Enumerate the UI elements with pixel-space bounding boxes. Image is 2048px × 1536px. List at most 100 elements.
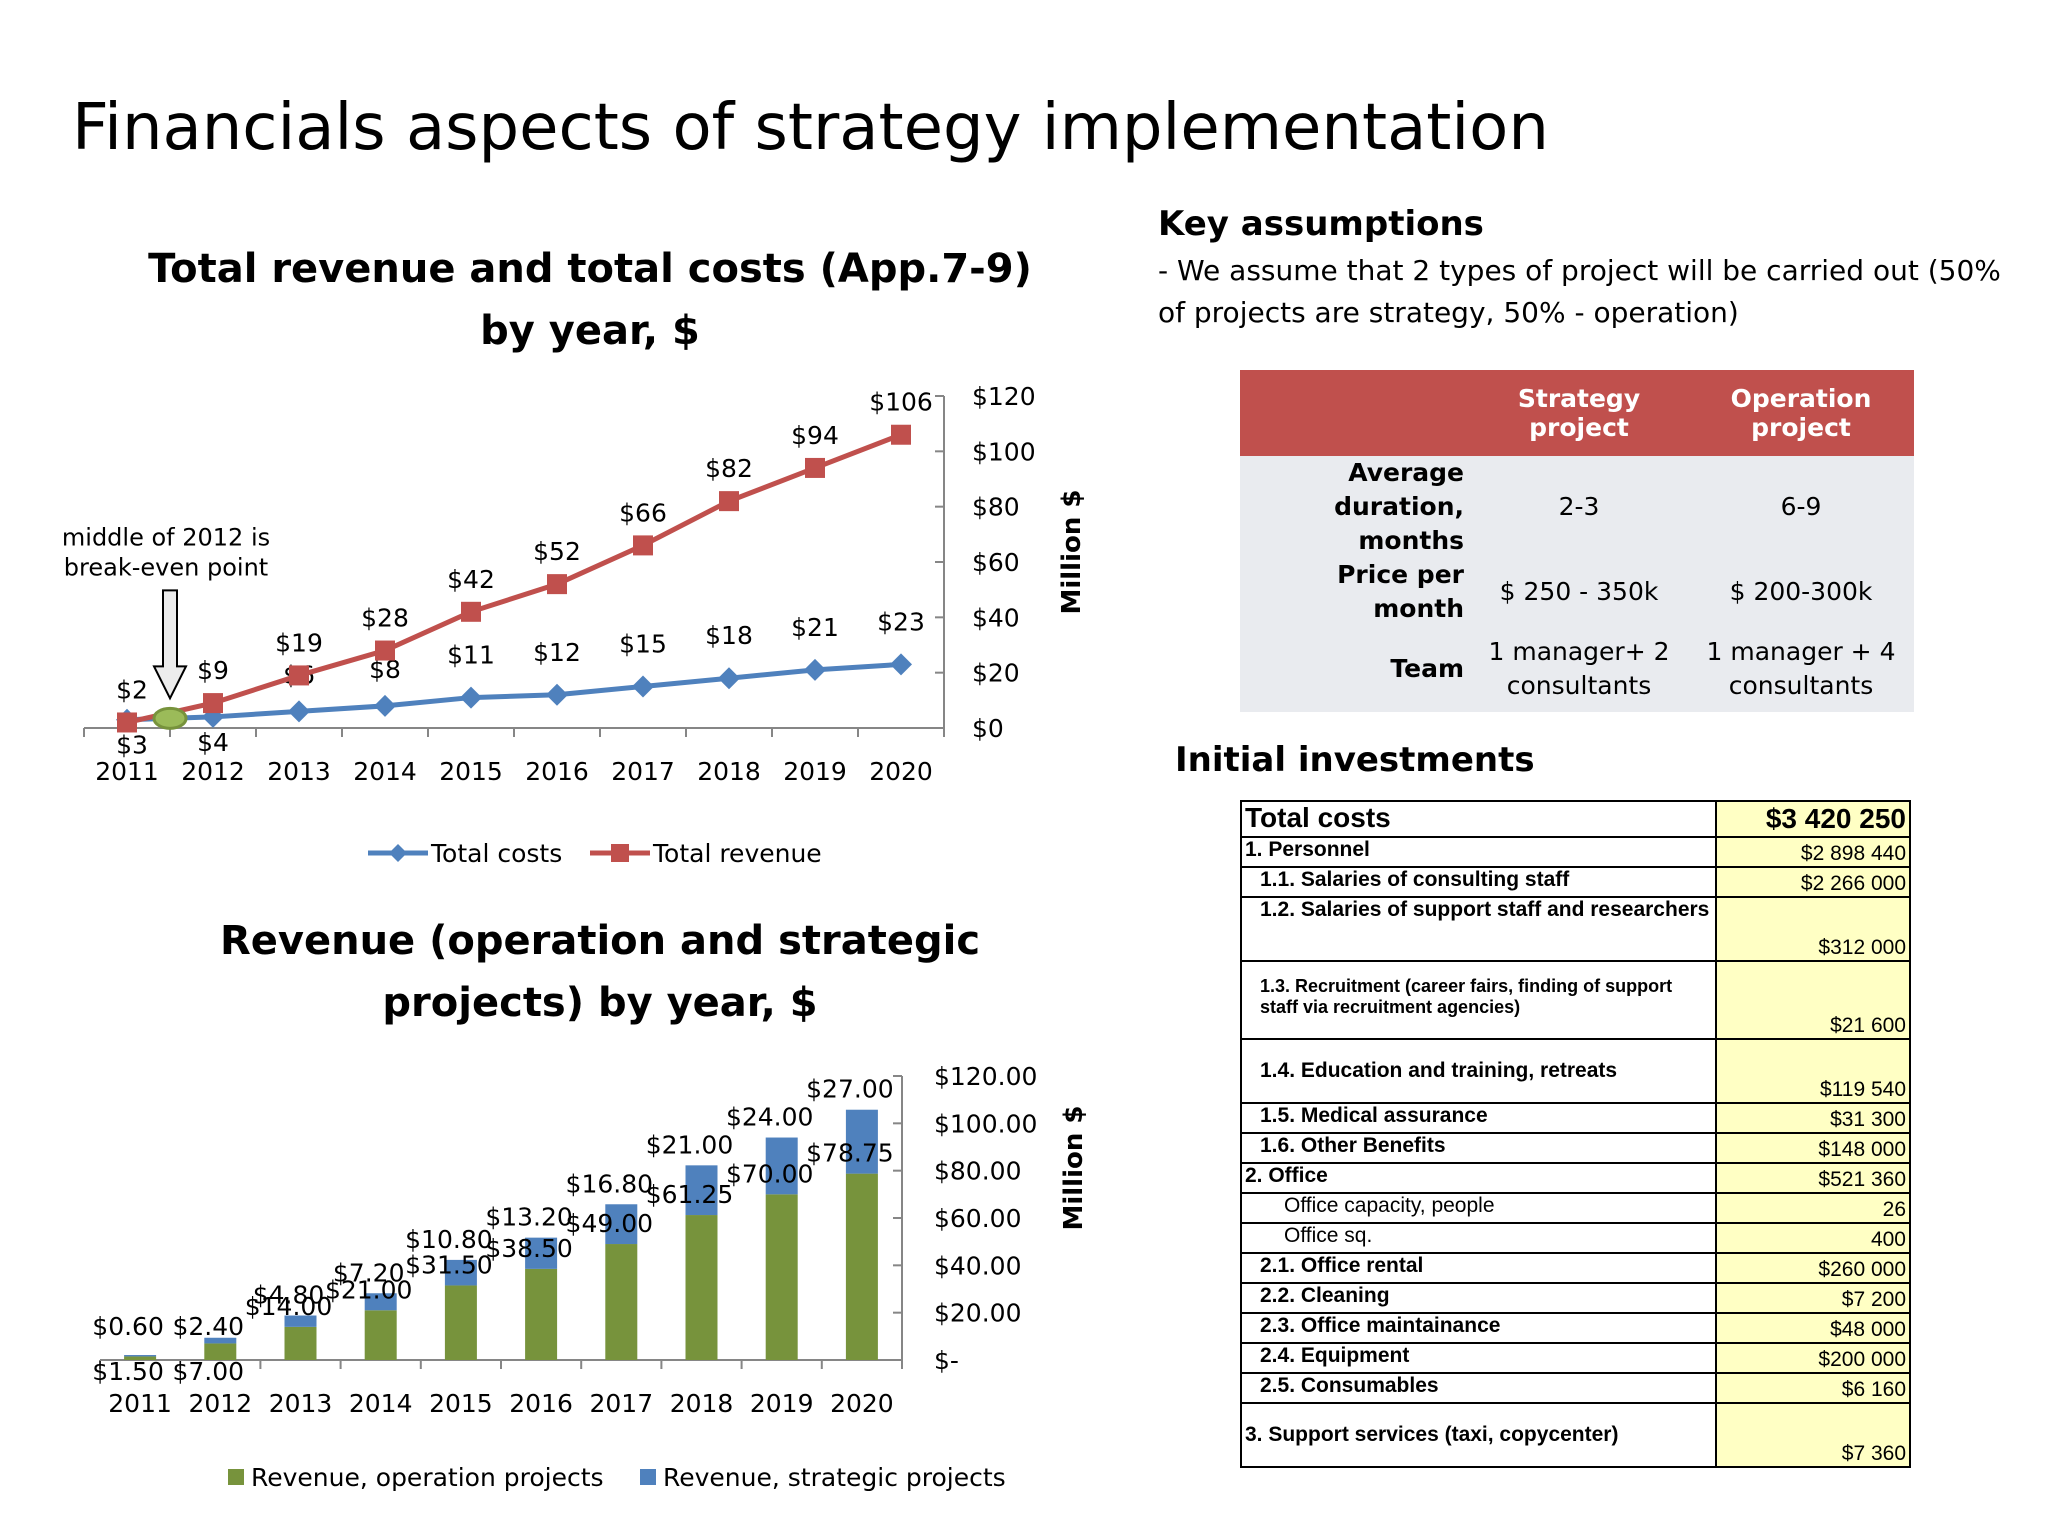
revenue-data-label: $106 (869, 388, 933, 417)
item-label: 3. Support services (taxi, copycenter) (1240, 1402, 1717, 1468)
table-row: 1.3. Recruitment (career fairs, finding … (1240, 960, 1911, 1040)
table-row: 2.5. Consumables $6 160 (1240, 1372, 1911, 1404)
strategic-bar (444, 1259, 477, 1286)
break-even-marker (152, 706, 188, 730)
revenue-data-label: $19 (275, 628, 323, 657)
revenue-point (805, 457, 825, 478)
row-label: Average duration, months (1240, 456, 1470, 558)
costs-data-label: $21 (791, 613, 839, 642)
operation-data-label: $21.00 (325, 1275, 412, 1304)
y-tick-label: $120 (972, 382, 1036, 411)
legend-strategic-label: Revenue, strategic projects (663, 1463, 1006, 1492)
item-label: Office capacity, people (1240, 1192, 1717, 1224)
header-operation: Operation project (1688, 370, 1914, 456)
y-tick-label: $20 (972, 659, 1020, 688)
strategic-data-label: $4.80 (253, 1281, 325, 1310)
operation-bar (525, 1268, 558, 1360)
item-value: $200 000 (1715, 1342, 1911, 1374)
operation-data-label: $1.50 (92, 1357, 164, 1386)
total-value: $3 420 250 (1715, 800, 1911, 838)
strategic-bar (204, 1337, 237, 1344)
x-tick-label: 2019 (783, 757, 847, 786)
costs-data-label: $11 (447, 641, 495, 670)
header-blank (1240, 370, 1470, 456)
operation-bar (765, 1194, 798, 1360)
item-value: $7 200 (1715, 1282, 1911, 1314)
revenue-point (891, 424, 911, 445)
y-axis-title: Million $ (1057, 489, 1087, 614)
bar-chart-title: Revenue (operation and strategic project… (219, 918, 981, 1026)
costs-line (126, 661, 902, 723)
revenue-data-label: $42 (447, 565, 495, 594)
item-label: 2.2. Cleaning (1240, 1282, 1717, 1314)
item-value: $2 898 440 (1715, 836, 1911, 868)
y-tick-label: $40 (972, 603, 1020, 632)
costs-data-label: $15 (619, 630, 667, 659)
item-value: 400 (1715, 1222, 1911, 1254)
item-value: $7 360 (1715, 1402, 1911, 1468)
revenue-point (461, 601, 481, 622)
item-label: 2.4. Equipment (1240, 1342, 1717, 1374)
y-tick-label: $100 (972, 437, 1036, 466)
strategic-data-label: $7.20 (333, 1258, 405, 1287)
x-tick-label: 2019 (750, 1389, 814, 1418)
annotation-line-2: break-even point (64, 553, 268, 581)
annotation-line-1: middle of 2012 is (62, 523, 270, 551)
operation-value: $ 200-300k (1688, 558, 1914, 626)
strategic-data-label: $21.00 (646, 1130, 733, 1159)
revenue-point (203, 693, 223, 714)
revenue-data-label: $52 (533, 537, 581, 566)
project-types-table: Strategy project Operation project Avera… (1240, 370, 1914, 712)
y-tick-label: $60 (972, 548, 1020, 577)
item-label: 1.1. Salaries of consulting staff (1240, 866, 1717, 898)
line-chart-title: Total revenue and total costs (App.7-9) … (148, 246, 1032, 354)
table-row: Office capacity, people 26 (1240, 1192, 1911, 1224)
header-strategy: Strategy project (1470, 370, 1688, 456)
x-tick-label: 2011 (108, 1389, 172, 1418)
revenue-data-label: $82 (705, 454, 753, 483)
operation-value: 6-9 (1688, 456, 1914, 558)
x-tick-label: 2011 (95, 757, 159, 786)
revenue-data-label: $28 (361, 604, 409, 633)
table-row: 1. Personnel $2 898 440 (1240, 836, 1911, 868)
page-title: Financials aspects of strategy implement… (72, 91, 1549, 165)
strategic-bar (364, 1293, 397, 1311)
key-assumptions-heading: Key assumptions (1158, 204, 1484, 244)
costs-point (460, 686, 482, 709)
x-tick-label: 2016 (509, 1389, 573, 1418)
strategic-data-label: $0.60 (92, 1312, 164, 1341)
table-row: Office sq. 400 (1240, 1222, 1911, 1254)
costs-point (546, 683, 568, 706)
revenue-data-label: $94 (791, 421, 839, 450)
strategic-bar (845, 1109, 878, 1174)
costs-data-label: $4 (197, 728, 229, 757)
y-tick-label: $80.00 (934, 1157, 1021, 1186)
revenue-point (289, 665, 309, 686)
table-row: 2. Office $521 360 (1240, 1162, 1911, 1194)
operation-data-label: $38.50 (485, 1234, 572, 1263)
operation-data-label: $7.00 (173, 1357, 245, 1386)
operation-data-label: $70.00 (726, 1159, 813, 1188)
strategic-data-label: $10.80 (405, 1225, 492, 1254)
item-value: $312 000 (1715, 896, 1911, 962)
project-row: Average duration, months 2-3 6-9 (1240, 456, 1914, 558)
y-tick-label: $100.00 (934, 1109, 1037, 1138)
item-value: $2 266 000 (1715, 866, 1911, 898)
key-assumptions-text: - We assume that 2 types of project will… (1158, 254, 2001, 329)
operation-data-label: $31.50 (405, 1250, 492, 1279)
x-tick-label: 2015 (439, 757, 503, 786)
revenue-data-label: $2 (116, 675, 148, 704)
item-value: 26 (1715, 1192, 1911, 1224)
costs-data-label: $12 (533, 638, 581, 667)
operation-bar (605, 1244, 638, 1360)
x-tick-label: 2017 (589, 1389, 653, 1418)
operation-data-label: $78.75 (806, 1139, 893, 1168)
x-tick-label: 2018 (697, 757, 761, 786)
project-row: Team 1 manager+ 2 consultants 1 manager … (1240, 626, 1914, 712)
item-label: 1.2. Salaries of support staff and resea… (1240, 896, 1717, 962)
item-value: $48 000 (1715, 1312, 1911, 1344)
investments-table: Total costs $3 420 250 1. Personnel $2 8… (1240, 800, 1911, 1468)
item-label: 1.4. Education and training, retreats (1240, 1038, 1717, 1104)
